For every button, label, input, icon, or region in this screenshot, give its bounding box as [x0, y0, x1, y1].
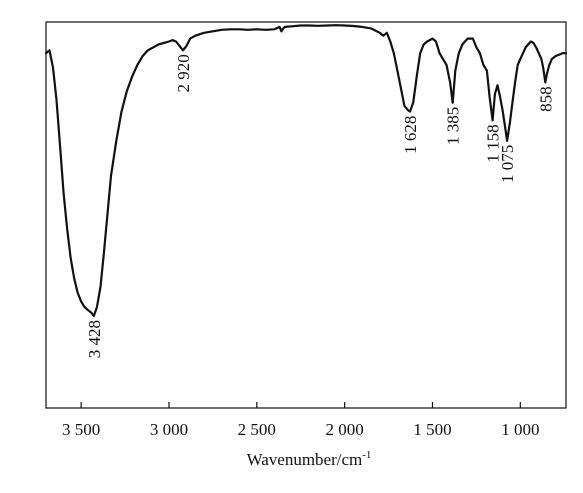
- x-tick-label: 2 000: [326, 420, 364, 439]
- peak-label: 1 385: [444, 107, 463, 145]
- peak-label: 1 628: [401, 116, 420, 154]
- peak-label: 1 158: [484, 124, 503, 162]
- x-tick-label: 1 500: [413, 420, 451, 439]
- x-axis-title-superscript: -1: [362, 449, 371, 461]
- peak-label: 3 428: [85, 320, 104, 358]
- x-tick-label: 3 000: [150, 420, 188, 439]
- peak-label: 1 075: [498, 145, 517, 183]
- plot-frame: [45, 21, 567, 409]
- x-tick-label: 3 500: [62, 420, 100, 439]
- x-axis-title: Wavenumber/cm-1: [247, 449, 372, 469]
- x-axis-title-text: Wavenumber/cm: [247, 450, 363, 469]
- x-tick-label: 1 000: [501, 420, 539, 439]
- x-tick-label: 2 500: [238, 420, 276, 439]
- peak-label: 2 920: [174, 54, 193, 92]
- x-axis-ticks: [80, 402, 521, 408]
- x-axis-tick-labels: 3 500 3 000 2 500 2 000 1 500 1 000: [62, 420, 539, 439]
- peak-label: 858: [536, 86, 555, 112]
- spectrum-line: [44, 24, 568, 318]
